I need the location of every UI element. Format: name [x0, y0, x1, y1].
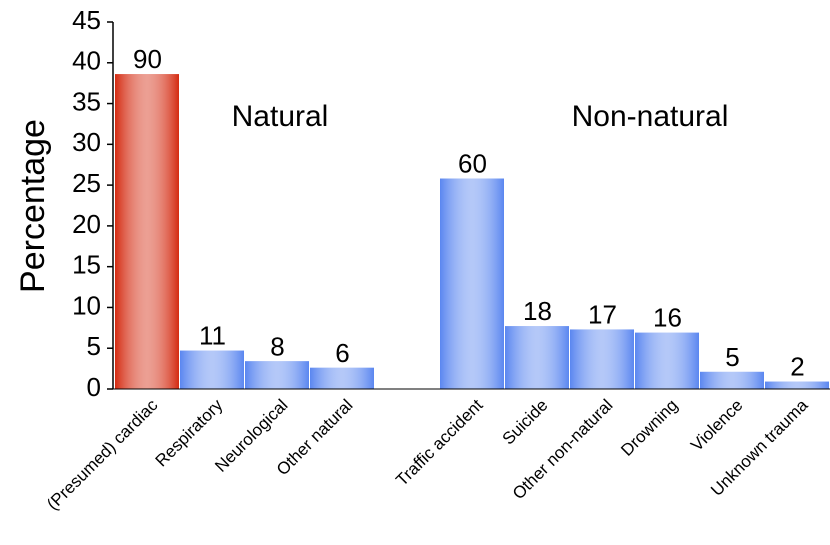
data-label: 18	[523, 296, 552, 326]
y-tick-label: 45	[72, 5, 101, 35]
y-tick-label: 15	[72, 250, 101, 280]
bar-shine	[180, 350, 244, 389]
x-tick-label: Drowning	[617, 396, 681, 460]
y-tick-label: 5	[87, 331, 101, 361]
group-label: Natural	[232, 100, 329, 133]
y-tick-label: 35	[72, 86, 101, 116]
data-label: 17	[588, 299, 617, 329]
x-tick-label: Suicide	[499, 396, 552, 449]
data-label: 6	[335, 338, 349, 368]
data-label: 2	[790, 352, 804, 382]
y-tick-label: 10	[72, 290, 101, 320]
bar-shine	[310, 367, 374, 389]
y-axis-title: Percentage	[14, 119, 52, 293]
y-tick-label: 25	[72, 168, 101, 198]
group-label: Non-natural	[572, 100, 729, 133]
bar-shine	[245, 361, 309, 389]
x-tick-label: Violence	[687, 396, 746, 455]
x-tick-label: (Presumed) cardiac	[43, 395, 162, 514]
bar-shine	[440, 178, 504, 389]
data-label: 16	[653, 303, 682, 333]
y-tick-label: 0	[87, 372, 101, 402]
bar-shine	[700, 371, 764, 389]
x-tick-label: Traffic accident	[392, 395, 486, 489]
y-tick-label: 30	[72, 127, 101, 157]
bar-shine	[115, 74, 179, 389]
bar-shine	[505, 326, 569, 389]
data-label: 60	[458, 149, 487, 179]
data-label: 11	[199, 321, 226, 351]
bar-shine	[765, 381, 829, 389]
data-label: 90	[133, 44, 162, 74]
y-tick-label: 40	[72, 46, 101, 76]
data-label: 8	[270, 331, 284, 361]
data-label: 5	[725, 342, 739, 372]
bar-shine	[635, 332, 699, 389]
bar-shine	[570, 329, 634, 389]
y-tick-label: 20	[72, 209, 101, 239]
